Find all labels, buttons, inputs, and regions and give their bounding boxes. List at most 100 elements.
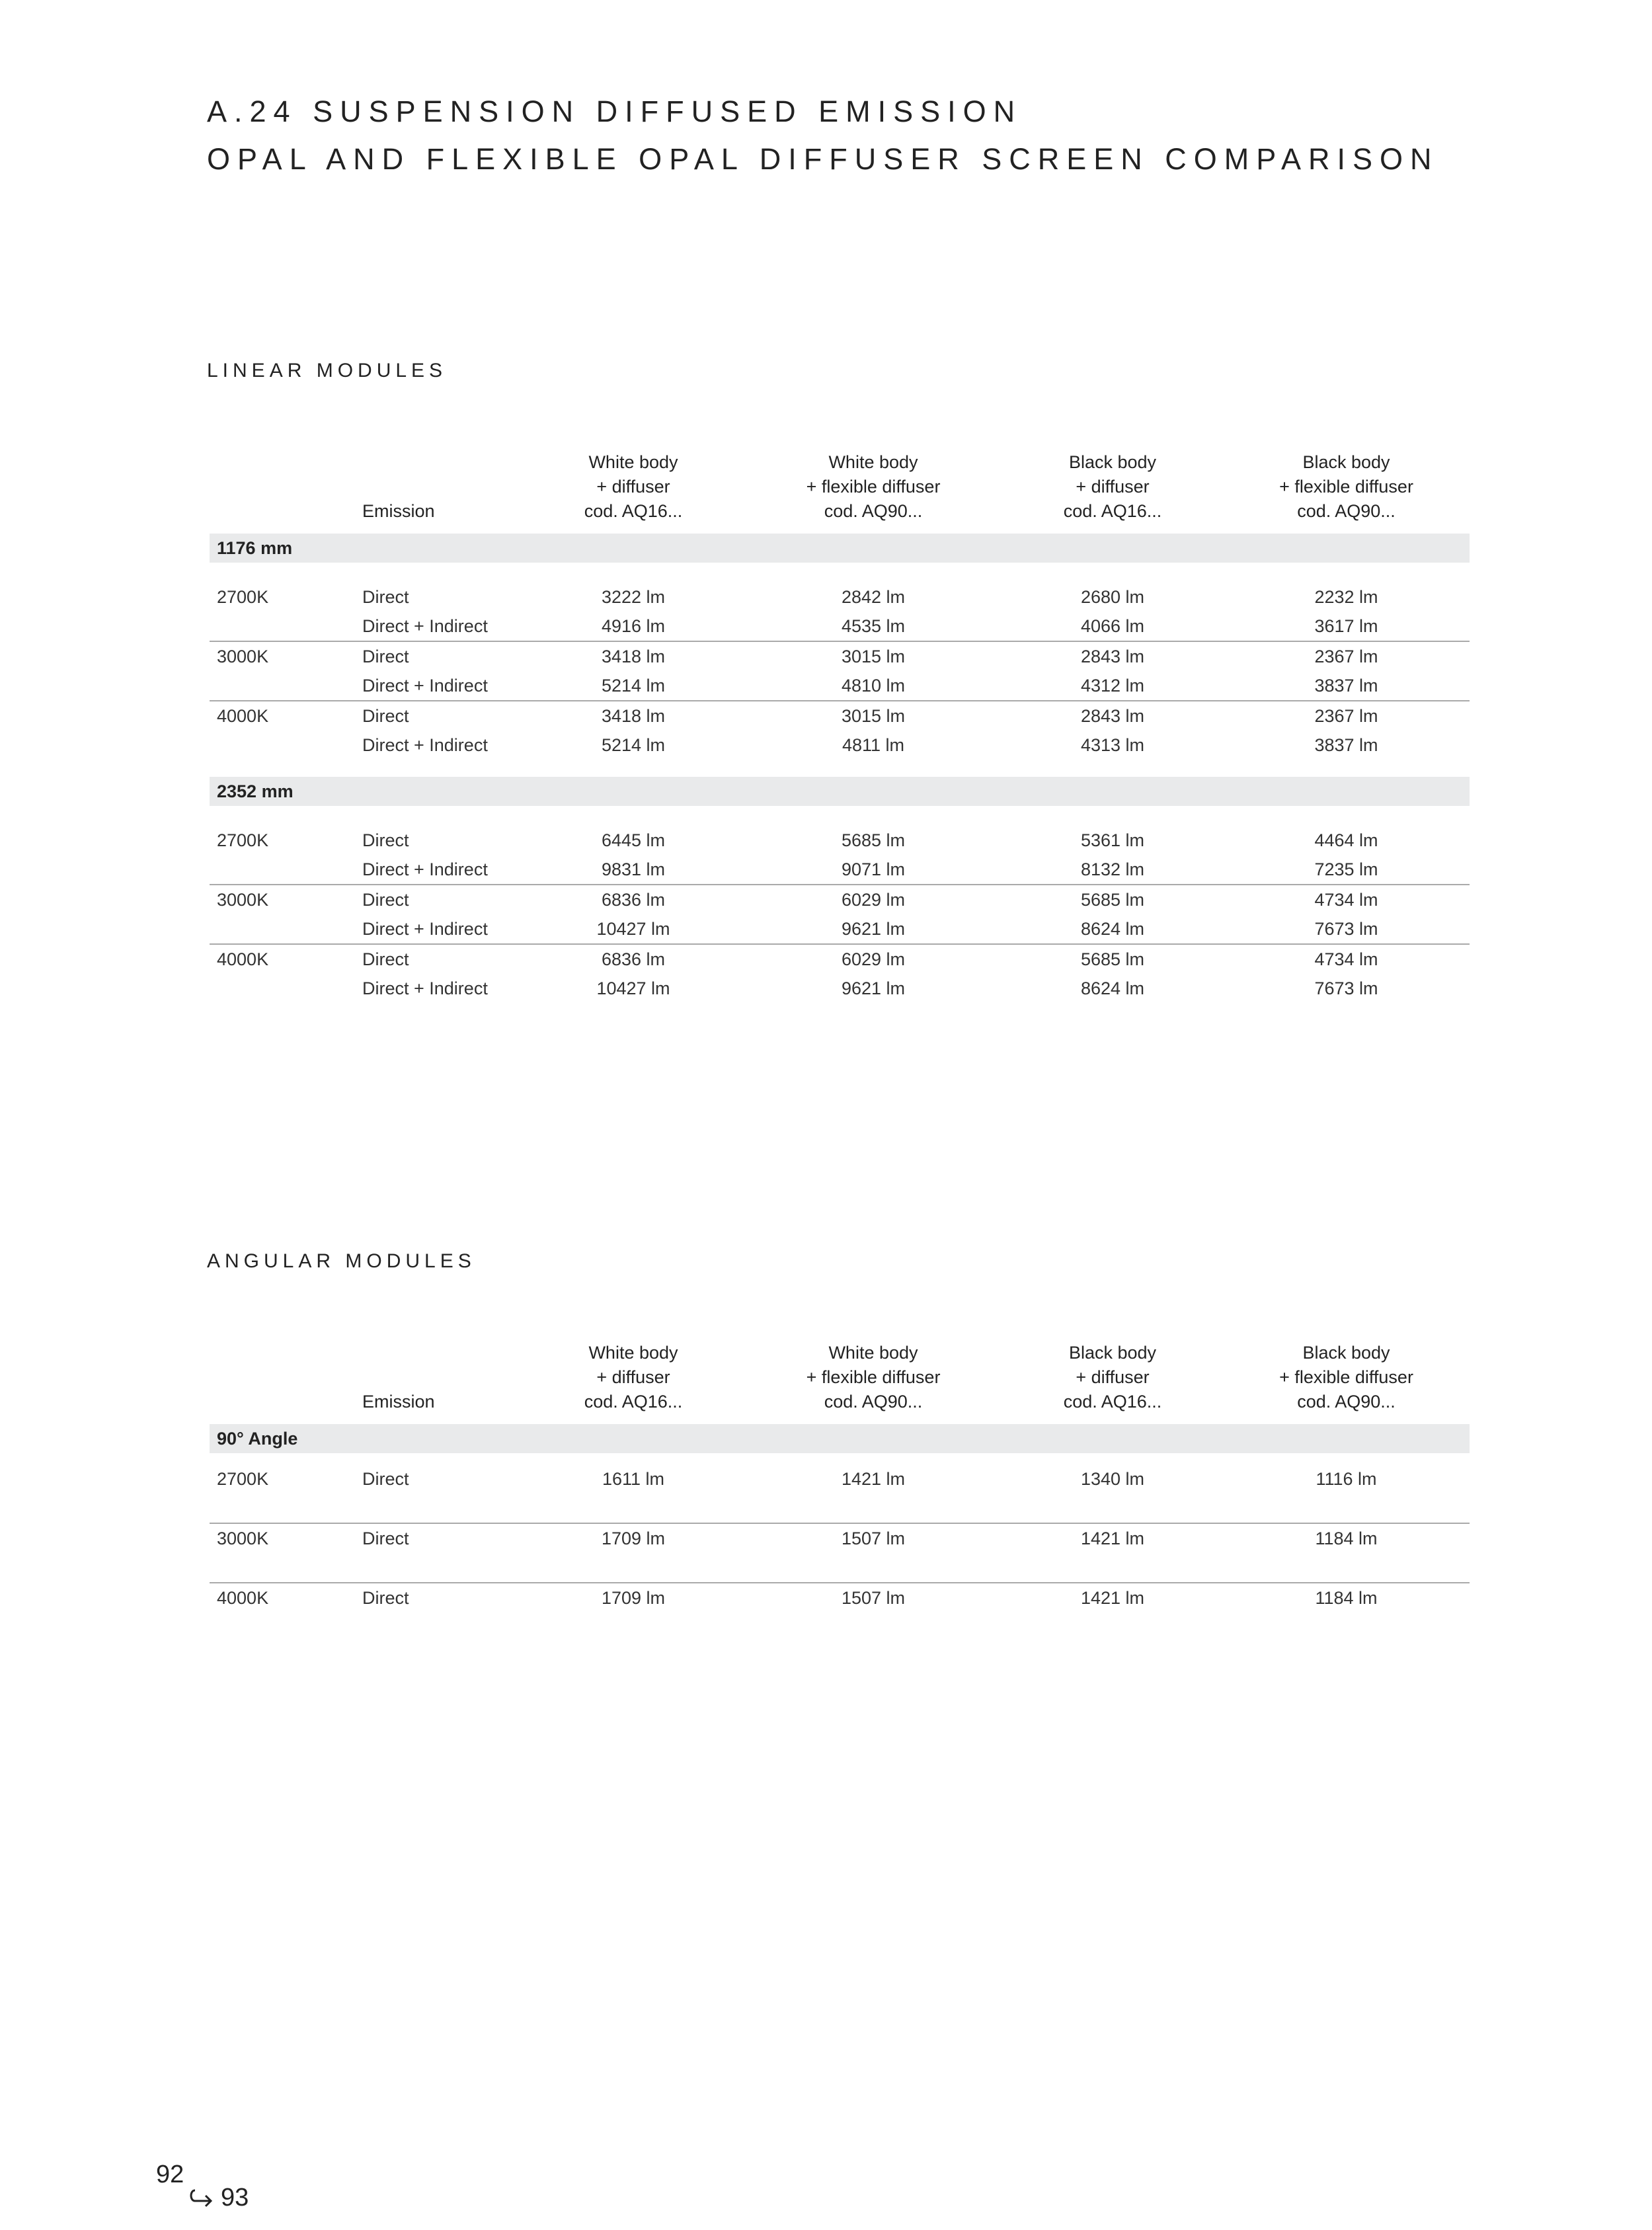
header-product-3: Black body + diffuser cod. AQ16... — [1002, 1341, 1223, 1414]
table-row: Direct + Indirect 5214 lm 4810 lm 4312 lm 38… — [210, 671, 1470, 701]
color-temperature: 3000K — [210, 641, 362, 671]
lumen-value: 5214 lm — [601, 676, 666, 696]
color-temperature: 4000K — [210, 943, 362, 974]
lumen-value: 1421 lm — [1002, 1582, 1223, 1613]
lumen-value: 2843 lm — [1002, 641, 1223, 671]
header-product-4: Black body + flexible diffuser cod. AQ90..… — [1223, 1341, 1470, 1414]
header-line: cod. AQ90... — [1297, 1392, 1396, 1412]
lumen-value: 9831 lm — [601, 859, 666, 879]
page-title-line-2: OPAL AND FLEXIBLE OPAL DIFFUSER SCREEN C… — [207, 142, 1439, 176]
lumen-value: 1611 lm — [602, 1469, 665, 1489]
emission-type: Direct — [362, 700, 522, 731]
emission-type: Direct — [362, 1582, 522, 1613]
header-line: cod. AQ90... — [1297, 501, 1396, 521]
table-row: Direct + Indirect 5214 lm 4811 lm 4313 lm 38… — [210, 731, 1470, 760]
color-temperature — [210, 671, 362, 701]
lumen-value: 4312 lm — [1080, 676, 1145, 696]
header-line: + diffuser — [596, 477, 670, 497]
lumen-value: 3617 lm — [1314, 616, 1378, 636]
lumen-value: 3222 lm — [601, 587, 666, 607]
lumen-value: 3015 lm — [744, 641, 1002, 671]
row-spacer — [210, 1613, 1470, 1642]
table-row: 4000K Direct 3418 lm 3015 lm 2843 lm 2367 lm — [210, 700, 1470, 731]
lumen-value: 10427 lm — [596, 978, 670, 998]
lumen-value: 9071 lm — [841, 859, 906, 879]
lumen-value: 5685 lm — [1002, 943, 1223, 974]
header-line: Black body — [1068, 452, 1157, 472]
emission-type: Direct — [362, 884, 522, 914]
emission-type: Direct + Indirect — [362, 919, 488, 939]
color-temperature: 3000K — [210, 884, 362, 914]
row-spacer — [210, 1493, 1470, 1523]
header-line: Black body — [1302, 452, 1390, 472]
table-row: 4000K Direct 1709 lm 1507 lm 1421 lm 1184 lm — [210, 1582, 1470, 1613]
emission-type: Direct — [362, 587, 409, 607]
header-line: cod. AQ16... — [1063, 501, 1162, 521]
header-gap — [210, 524, 1470, 534]
color-temperature — [210, 855, 362, 885]
page-title-line-1: A.24 SUSPENSION DIFFUSED EMISSION — [207, 95, 1023, 128]
lumen-value: 1340 lm — [1080, 1469, 1145, 1489]
header-product-1: White body + diffuser cod. AQ16... — [522, 1341, 744, 1414]
header-gap — [210, 1414, 1470, 1424]
lumen-value: 6029 lm — [744, 943, 1002, 974]
header-line: cod. AQ16... — [1063, 1392, 1162, 1412]
lumen-value: 5361 lm — [1080, 830, 1145, 850]
table-row: Direct + Indirect 10427 lm 9621 lm 8624 lm 7… — [210, 974, 1470, 1003]
lumen-value: 4810 lm — [841, 676, 906, 696]
section-gap — [210, 760, 1470, 777]
lumen-value: 2367 lm — [1223, 700, 1470, 731]
page-number: 92 — [156, 2161, 184, 2188]
table-row: 3000K Direct 6836 lm 6029 lm 5685 lm 4734 lm — [210, 884, 1470, 914]
lumen-value: 1184 lm — [1223, 1523, 1470, 1553]
lumen-value: 1709 lm — [522, 1582, 744, 1613]
lumen-value: 1709 lm — [522, 1523, 744, 1553]
header-line: Black body — [1068, 1343, 1157, 1363]
color-temperature — [210, 974, 362, 1003]
header-line: + flexible diffuser — [1279, 477, 1413, 497]
group-label: 90° Angle — [210, 1424, 1470, 1453]
color-temperature — [210, 731, 362, 760]
band-gap — [210, 806, 1470, 826]
lumen-value: 2842 lm — [841, 587, 906, 607]
lumen-value: 4916 lm — [601, 616, 666, 636]
lumen-value: 1421 lm — [1002, 1523, 1223, 1553]
angular-modules-heading: ANGULAR MODULES — [207, 1250, 476, 1272]
lumen-value: 7673 lm — [1314, 978, 1378, 998]
lumen-value: 3837 lm — [1314, 735, 1378, 755]
lumen-value: 3418 lm — [522, 641, 744, 671]
lumen-value: 2232 lm — [1314, 587, 1378, 607]
header-line: White body — [588, 452, 678, 472]
band-gap — [210, 563, 1470, 582]
header-line: Black body — [1302, 1343, 1390, 1363]
header-row: Emission White body + diffuser cod. AQ16...… — [210, 1341, 1470, 1414]
header-line: + diffuser — [1076, 477, 1150, 497]
color-temperature: 2700K — [217, 587, 269, 607]
header-line: White body — [828, 1343, 918, 1363]
color-temperature: 4000K — [210, 1582, 362, 1613]
lumen-value: 4734 lm — [1223, 884, 1470, 914]
group-band: 90° Angle — [210, 1424, 1470, 1453]
next-page-link[interactable]: 93 — [221, 2184, 249, 2211]
lumen-value: 6445 lm — [601, 830, 666, 850]
lumen-value: 3418 lm — [522, 700, 744, 731]
header-line: White body — [588, 1343, 678, 1363]
header-empty — [210, 1341, 362, 1414]
curved-arrow-right-icon[interactable] — [188, 2185, 215, 2210]
lumen-value: 4313 lm — [1080, 735, 1145, 755]
header-emission: Emission — [362, 1392, 435, 1412]
header-row: Emission White body + diffuser cod. AQ16...… — [210, 450, 1470, 524]
emission-type: Direct + Indirect — [362, 616, 488, 636]
group-band: 2352 mm — [210, 777, 1470, 806]
table-row: 2700K Direct 1611 lm 1421 lm 1340 lm 1116 lm — [210, 1464, 1470, 1493]
color-temperature: 2700K — [217, 830, 269, 850]
header-product-2: White body + flexible diffuser cod. AQ90..… — [744, 1341, 1002, 1414]
header-line: cod. AQ90... — [824, 1392, 923, 1412]
table-row: Direct + Indirect 10427 lm 9621 lm 8624 lm 7… — [210, 914, 1470, 944]
header-line: cod. AQ90... — [824, 501, 923, 521]
lumen-value: 9621 lm — [841, 919, 906, 939]
header-emission: Emission — [362, 501, 435, 521]
header-line: cod. AQ16... — [584, 1392, 683, 1412]
lumen-value: 2843 lm — [1002, 700, 1223, 731]
header-product-3: Black body + diffuser cod. AQ16... — [1002, 450, 1223, 524]
